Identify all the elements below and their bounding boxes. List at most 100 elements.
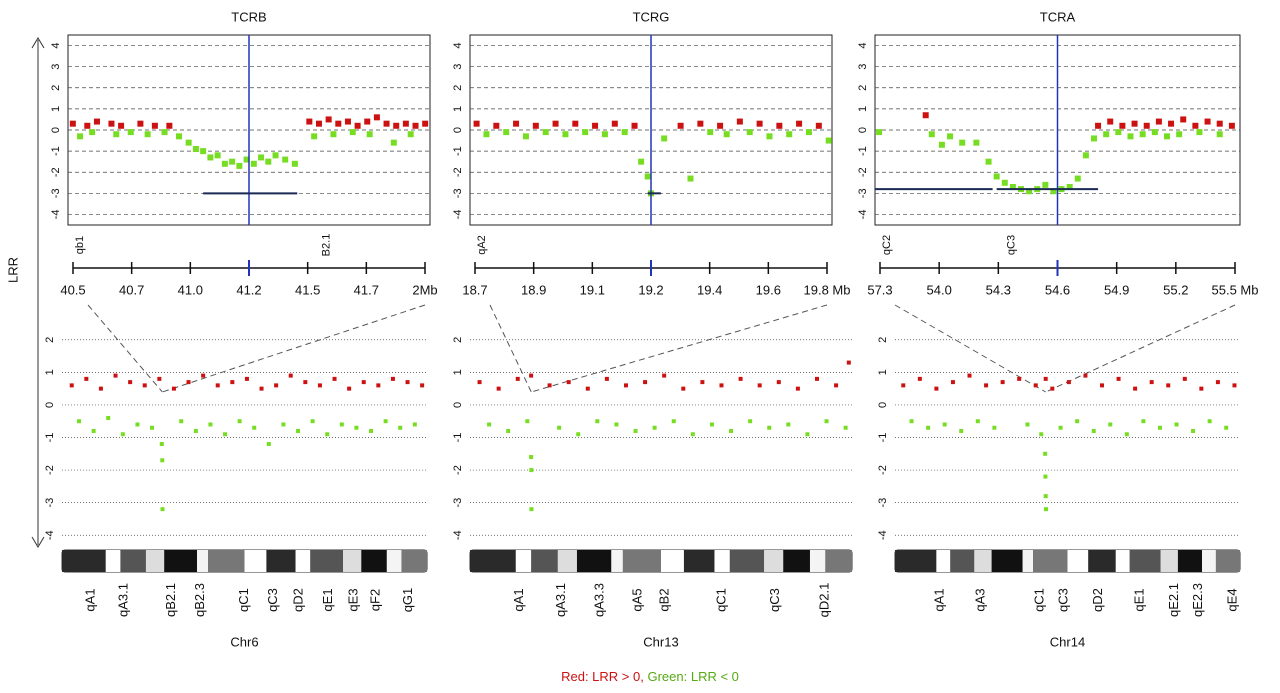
y-tick-label: -4 <box>50 210 62 220</box>
ideogram-band <box>1067 550 1089 572</box>
ruler-label: 18.7 <box>462 282 487 297</box>
point <box>1119 122 1126 129</box>
y-tick-label: -3 <box>857 188 869 198</box>
ideogram-band <box>1160 550 1178 572</box>
point <box>1050 386 1055 391</box>
band-label: qA5 <box>630 588 645 611</box>
point <box>1166 383 1171 388</box>
caption-green: Green: LRR < 0 <box>647 669 738 684</box>
band-label: qE4 <box>1225 588 1240 611</box>
point <box>214 152 221 159</box>
point <box>373 114 380 121</box>
point <box>376 383 381 388</box>
ruler-label: 40.7 <box>119 282 144 297</box>
point <box>604 376 609 381</box>
point <box>1204 118 1211 125</box>
y-tick-label: -3 <box>44 498 56 508</box>
point <box>805 432 810 437</box>
point <box>515 376 520 381</box>
point <box>69 383 74 388</box>
ideogram-band <box>62 550 106 572</box>
point <box>746 129 753 136</box>
point <box>723 131 730 138</box>
point <box>1083 373 1088 378</box>
point <box>252 425 257 430</box>
point <box>1151 129 1158 136</box>
ruler-label: 19.6 <box>756 282 781 297</box>
point <box>942 422 947 427</box>
point <box>901 383 906 388</box>
ideogram-band <box>1215 550 1240 572</box>
point <box>652 425 657 430</box>
point <box>1164 133 1170 140</box>
y-tick-label: 4 <box>857 42 869 48</box>
zoom-connector <box>162 304 426 393</box>
y-tick-label: 2 <box>452 85 464 91</box>
point <box>834 383 839 388</box>
point <box>815 122 822 129</box>
point <box>638 158 645 165</box>
point <box>766 133 773 140</box>
y-tick-label: -1 <box>50 146 62 156</box>
ideogram-band <box>1033 550 1068 572</box>
ideogram-band <box>1202 550 1216 572</box>
point <box>1131 120 1138 127</box>
point <box>1042 181 1049 188</box>
point <box>390 139 397 146</box>
point <box>876 129 883 136</box>
y-tick-label: -2 <box>452 465 464 475</box>
point <box>402 120 409 127</box>
zoom-connector <box>894 304 1046 393</box>
y-tick-label: -2 <box>50 167 62 177</box>
ideogram-band <box>310 550 344 572</box>
point <box>529 455 534 460</box>
point <box>186 380 191 385</box>
point <box>291 160 298 167</box>
point <box>1207 419 1212 424</box>
ideogram-band <box>729 550 765 572</box>
point <box>483 131 490 138</box>
y-tick-label: -4 <box>857 210 869 220</box>
point <box>1009 184 1016 190</box>
y-tick-label: -2 <box>857 167 869 177</box>
point <box>1000 380 1005 385</box>
point <box>412 422 417 427</box>
point <box>250 160 257 167</box>
point <box>137 120 144 127</box>
point <box>621 129 628 136</box>
point <box>623 383 628 388</box>
point <box>422 120 429 127</box>
point <box>1155 118 1162 125</box>
point <box>1039 432 1044 437</box>
point <box>1116 376 1121 381</box>
point <box>303 380 308 385</box>
point <box>258 154 265 161</box>
point <box>532 122 539 129</box>
point <box>633 428 638 433</box>
band-label: qC3 <box>1005 235 1017 255</box>
point <box>84 376 89 381</box>
ideogram-band <box>714 550 730 572</box>
caption: Red: LRR > 0, Green: LRR < 0 <box>561 669 739 684</box>
point <box>681 386 686 391</box>
arrow-heads <box>31 37 45 548</box>
band-label: qb1 <box>74 236 86 254</box>
band-label: qE1 <box>320 588 335 611</box>
point <box>1082 152 1089 159</box>
point <box>614 422 619 427</box>
point <box>786 131 793 138</box>
point <box>176 133 183 140</box>
panel-title: TCRA <box>1040 9 1076 24</box>
ideogram-band <box>764 550 784 572</box>
point <box>1050 188 1057 195</box>
point <box>700 380 705 385</box>
point <box>542 129 549 136</box>
point <box>1095 122 1102 129</box>
point <box>335 120 342 127</box>
point <box>1143 122 1150 129</box>
point <box>113 131 120 138</box>
point <box>1232 383 1237 388</box>
point <box>332 376 337 381</box>
ideogram-band <box>470 550 516 572</box>
band-label: qB2.1 <box>163 583 178 617</box>
